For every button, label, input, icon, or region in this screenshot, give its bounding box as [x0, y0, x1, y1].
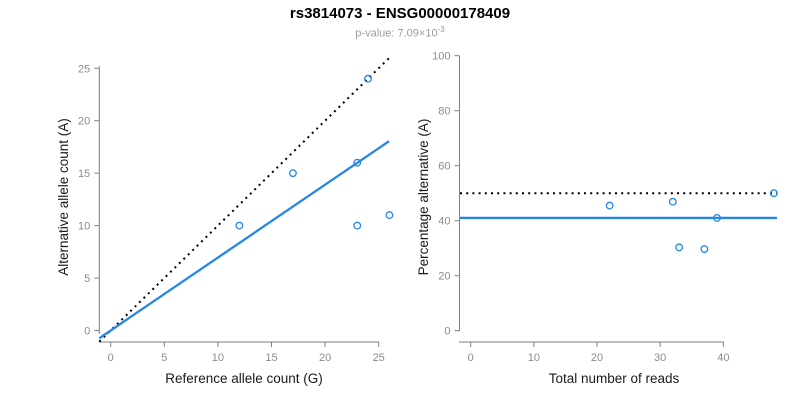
y-tick-label: 40 — [438, 216, 450, 228]
x-tick-label: 30 — [654, 352, 666, 364]
y-tick-label: 20 — [438, 271, 450, 283]
y-tick-label: 15 — [78, 168, 90, 180]
y-tick-label: 20 — [78, 116, 90, 128]
x-tick-label: 15 — [265, 352, 277, 364]
pvalue-text: p-value: 7.09×10 — [355, 27, 438, 40]
x-tick-label: 20 — [591, 352, 603, 364]
data-point — [605, 201, 614, 210]
y-tick-label: 10 — [78, 221, 90, 233]
x-tick-label: 0 — [468, 352, 474, 364]
x-axis-title: Total number of reads — [549, 371, 680, 386]
data-point — [235, 221, 244, 230]
observed-fit-line — [98, 140, 390, 340]
y-tick-label: 25 — [78, 63, 90, 75]
data-point — [353, 158, 362, 167]
y-tick-label: 5 — [84, 273, 90, 285]
x-tick-label: 0 — [108, 352, 114, 364]
figure-subtitle: p-value: 7.09×10-3 — [0, 25, 800, 40]
x-tick-label: 10 — [212, 352, 224, 364]
y-tick-label: 80 — [438, 106, 450, 118]
expected-1-to-1-line — [98, 57, 390, 343]
x-tick-label: 5 — [161, 352, 167, 364]
x-tick-label: 20 — [319, 352, 331, 364]
data-point — [769, 189, 778, 198]
y-tick-label: 0 — [444, 326, 450, 338]
pvalue-exponent: -3 — [437, 25, 445, 34]
x-tick-label: 10 — [528, 352, 540, 364]
data-point — [675, 243, 684, 252]
figure-title: rs3814073 - ENSG00000178409 — [289, 5, 511, 22]
data-point — [288, 169, 297, 178]
x-tick-label: 25 — [373, 352, 385, 364]
x-tick-label: 40 — [717, 352, 729, 364]
y-axis-title: Alternative allele count (A) — [56, 118, 71, 276]
data-point — [385, 211, 394, 220]
data-point — [700, 245, 709, 253]
x-axis-title: Reference allele count (G) — [165, 371, 323, 386]
y-tick-label: 60 — [438, 161, 450, 173]
data-point — [364, 74, 372, 83]
data-point — [713, 213, 721, 222]
y-axis-title: Percentage alternative (A) — [416, 119, 431, 276]
y-tick-label: 100 — [432, 51, 450, 63]
data-point — [353, 221, 362, 230]
data-point — [668, 197, 677, 206]
y-tick-label: 0 — [84, 326, 90, 338]
